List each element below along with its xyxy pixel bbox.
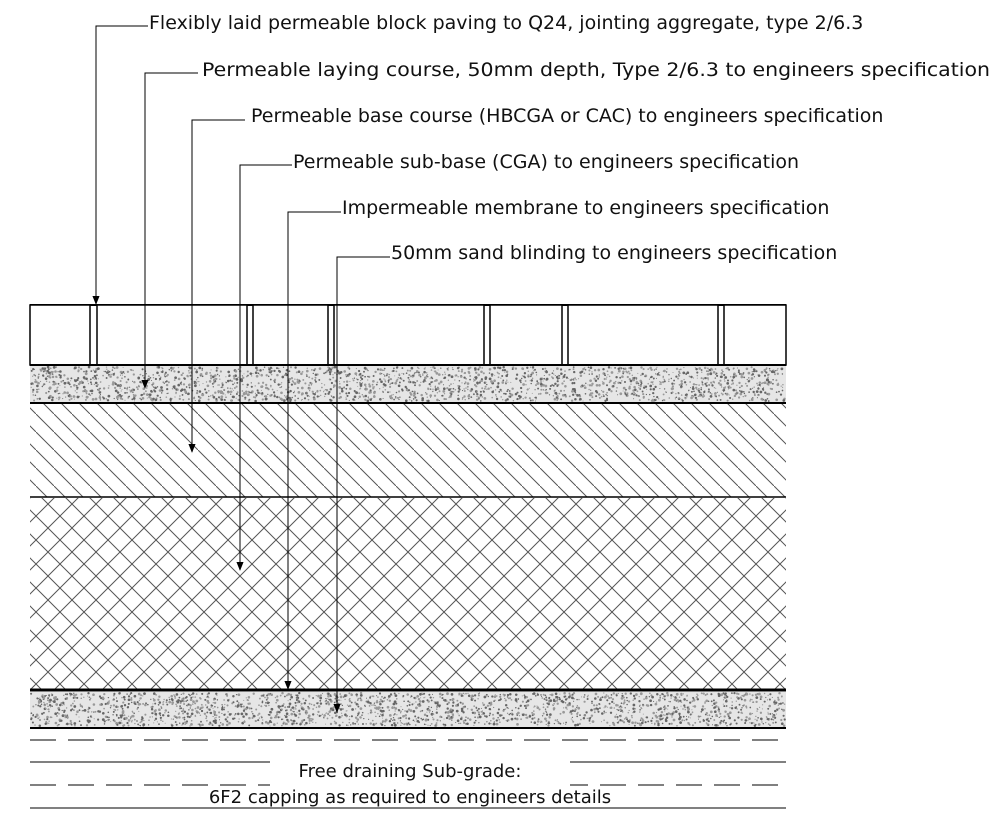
- leader-block-paving: [92, 25, 148, 305]
- callout-sand-blinding: 50mm sand blinding to engineers specific…: [391, 242, 837, 264]
- callout-labels: Flexibly laid permeable block paving to …: [149, 12, 990, 264]
- leader-membrane: [284, 211, 341, 690]
- callout-base-course: Permeable base course (HBCGA or CAC) to …: [251, 105, 883, 127]
- base-course-layer: [30, 404, 786, 498]
- callout-block-paving: Flexibly laid permeable block paving to …: [149, 12, 863, 34]
- paving-block: [252, 304, 329, 366]
- paving-block: [29, 304, 91, 366]
- callout-laying-course: Permeable laying course, 50mm depth, Typ…: [202, 59, 990, 81]
- paving-block: [96, 304, 248, 366]
- paving-block: [567, 304, 719, 366]
- subgrade-layer: Free draining Sub-grade: 6F2 capping as …: [30, 739, 786, 809]
- block-paving-layer: [29, 304, 787, 366]
- sand-blinding-layer: [30, 691, 786, 729]
- sub-base-layer: [30, 498, 786, 689]
- subgrade-label-line1: Free draining Sub-grade:: [299, 761, 522, 782]
- laying-course-layer: [30, 364, 786, 404]
- paving-block: [333, 304, 485, 366]
- callout-membrane: Impermeable membrane to engineers specif…: [342, 197, 829, 219]
- leader-laying-course: [141, 72, 198, 389]
- callout-sub-base: Permeable sub-base (CGA) to engineers sp…: [293, 151, 799, 173]
- callout-leaders: [92, 25, 390, 713]
- subgrade-label-line2: 6F2 capping as required to engineers det…: [209, 787, 611, 808]
- leader-base-course: [188, 119, 245, 453]
- leader-sub-base: [236, 164, 292, 571]
- paving-block: [489, 304, 563, 366]
- paving-block: [723, 304, 787, 366]
- leader-sand-blinding: [333, 256, 390, 713]
